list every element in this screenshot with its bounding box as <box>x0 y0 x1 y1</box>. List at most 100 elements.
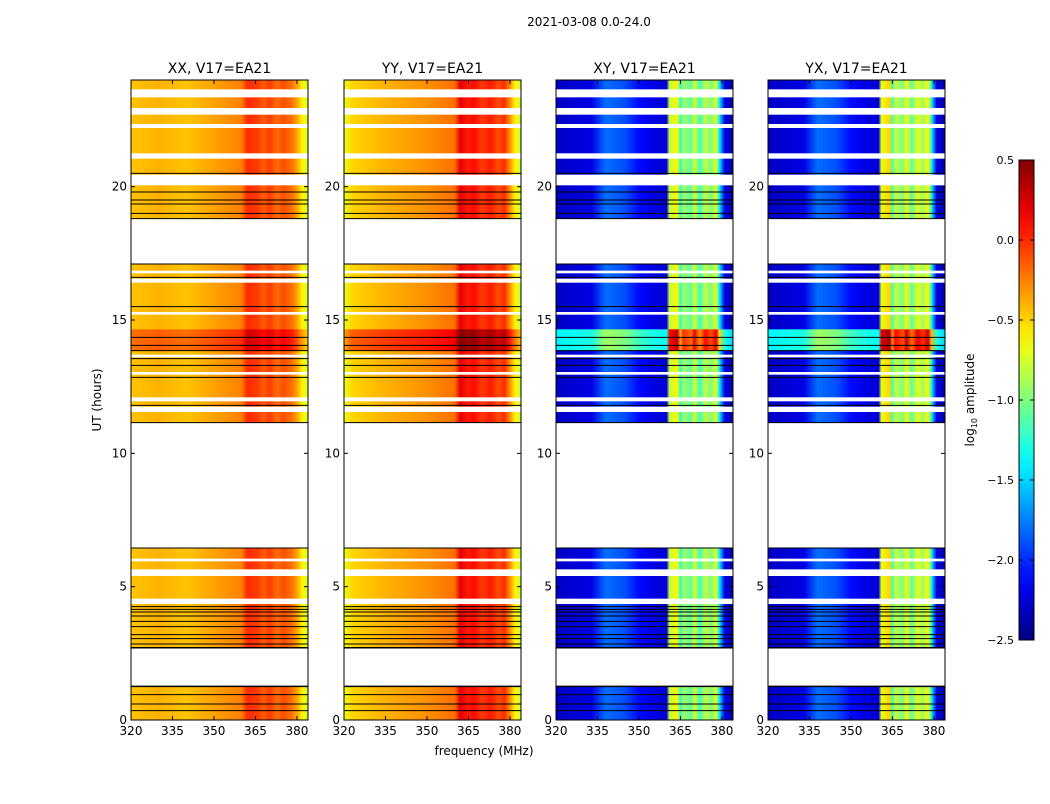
flagged-stripe <box>344 312 521 315</box>
data-segment <box>768 80 945 219</box>
flagged-stripe <box>768 108 945 115</box>
x-tick-label: 365 <box>669 724 692 738</box>
y-tick-label: 10 <box>112 446 127 460</box>
x-tick-label: 335 <box>161 724 184 738</box>
y-tick-label: 10 <box>537 446 552 460</box>
flagged-stripe <box>344 153 521 159</box>
data-segment <box>768 548 945 648</box>
x-tick-label: 350 <box>840 724 863 738</box>
data-segment <box>556 686 733 720</box>
panel-title: YX, V17=EA21 <box>804 61 907 77</box>
y-tick-label: 20 <box>537 180 552 194</box>
flagged-stripe <box>768 558 945 562</box>
panel-frame <box>130 79 309 721</box>
flagged-stripe <box>344 270 521 274</box>
x-tick-label: 320 <box>545 724 568 738</box>
flagged-stripe <box>556 278 733 283</box>
flagged-stripe <box>344 397 521 402</box>
x-tick-label: 350 <box>628 724 651 738</box>
y-tick-label: 10 <box>749 446 764 460</box>
panel-frame <box>555 79 734 721</box>
flagged-stripe <box>131 354 308 358</box>
flagged-stripe <box>556 108 733 115</box>
flagged-stripe <box>131 108 308 115</box>
flagged-stripe <box>768 124 945 128</box>
data-segment <box>131 548 308 648</box>
y-tick-label: 15 <box>749 313 764 327</box>
flagged-stripe <box>556 372 733 375</box>
flagged-stripe <box>344 174 521 186</box>
flagged-stripe <box>556 406 733 412</box>
flagged-stripe <box>344 124 521 128</box>
flagged-stripe <box>556 558 733 562</box>
flagged-stripe <box>556 153 733 159</box>
flagged-stripe <box>344 89 521 98</box>
y-tick-label: 0 <box>119 713 127 727</box>
y-tick-label: 10 <box>325 446 340 460</box>
y-tick-label: 5 <box>544 580 552 594</box>
flagged-stripe <box>131 278 308 283</box>
flagged-stripe <box>131 153 308 159</box>
x-tick-label: 335 <box>586 724 609 738</box>
x-tick-label: 380 <box>922 724 945 738</box>
flagged-stripe <box>556 598 733 604</box>
flagged-stripe <box>768 174 945 186</box>
flagged-stripe <box>131 372 308 375</box>
x-tick-label: 365 <box>244 724 267 738</box>
y-tick-label: 0 <box>756 713 764 727</box>
panel-title: XX, V17=EA21 <box>168 61 271 77</box>
flagged-stripe <box>344 406 521 412</box>
colorbar-tick-label: −1.0 <box>987 394 1014 407</box>
bright-segment <box>131 329 308 351</box>
flagged-stripe <box>131 558 308 562</box>
flagged-stripe <box>768 397 945 402</box>
panel-2: XY, V17=EA21 320 335 350 365 380 0 5 10 15 20 <box>537 61 734 738</box>
flagged-stripe <box>768 270 945 274</box>
flagged-stripe <box>344 372 521 375</box>
colorbar-label: log10 amplitude <box>963 354 979 447</box>
flagged-stripe <box>556 270 733 274</box>
flagged-stripe <box>131 406 308 412</box>
flagged-stripe <box>556 124 733 128</box>
flagged-stripe <box>344 278 521 283</box>
flagged-stripe <box>131 569 308 576</box>
flagged-stripe <box>768 312 945 315</box>
bright-segment <box>556 329 733 351</box>
panel-3: YX, V17=EA21 320 335 350 365 380 0 5 10 15 20 <box>749 61 946 738</box>
flagged-stripe <box>556 397 733 402</box>
y-tick-label: 0 <box>332 713 340 727</box>
flagged-stripe <box>344 354 521 358</box>
panel-0: XX, V17=EA21 320 335 350 365 380 0 5 10 15 20 <box>112 61 309 738</box>
colorbar-tick-label: 0.0 <box>997 234 1015 247</box>
x-tick-label: 380 <box>285 724 308 738</box>
flagged-stripe <box>131 312 308 315</box>
y-tick-label: 5 <box>119 580 127 594</box>
panel-title: XY, V17=EA21 <box>593 61 695 77</box>
data-segment <box>131 80 308 219</box>
y-tick-label: 0 <box>544 713 552 727</box>
flagged-stripe <box>556 174 733 186</box>
flagged-stripe <box>344 569 521 576</box>
flagged-stripe <box>768 372 945 375</box>
y-tick-label: 20 <box>112 180 127 194</box>
figure-title: 2021-03-08 0.0-24.0 <box>527 15 651 29</box>
data-segment <box>768 686 945 720</box>
bright-segment <box>344 329 521 351</box>
colorbar-tick-label: −2.0 <box>987 554 1014 567</box>
x-tick-label: 350 <box>416 724 439 738</box>
data-segment <box>344 548 521 648</box>
flagged-stripe <box>131 270 308 274</box>
x-axis-label: frequency (MHz) <box>434 744 533 758</box>
data-segment <box>344 80 521 219</box>
y-tick-label: 15 <box>112 313 127 327</box>
x-tick-label: 380 <box>710 724 733 738</box>
y-axis-label: UT (hours) <box>90 368 104 431</box>
panel-1: YY, V17=EA21 320 335 350 365 380 0 5 10 15 20 <box>325 61 522 738</box>
flagged-stripe <box>768 406 945 412</box>
data-segment <box>556 80 733 219</box>
panel-frame <box>343 79 522 721</box>
flagged-stripe <box>131 397 308 402</box>
y-tick-label: 20 <box>749 180 764 194</box>
x-tick-label: 380 <box>498 724 521 738</box>
